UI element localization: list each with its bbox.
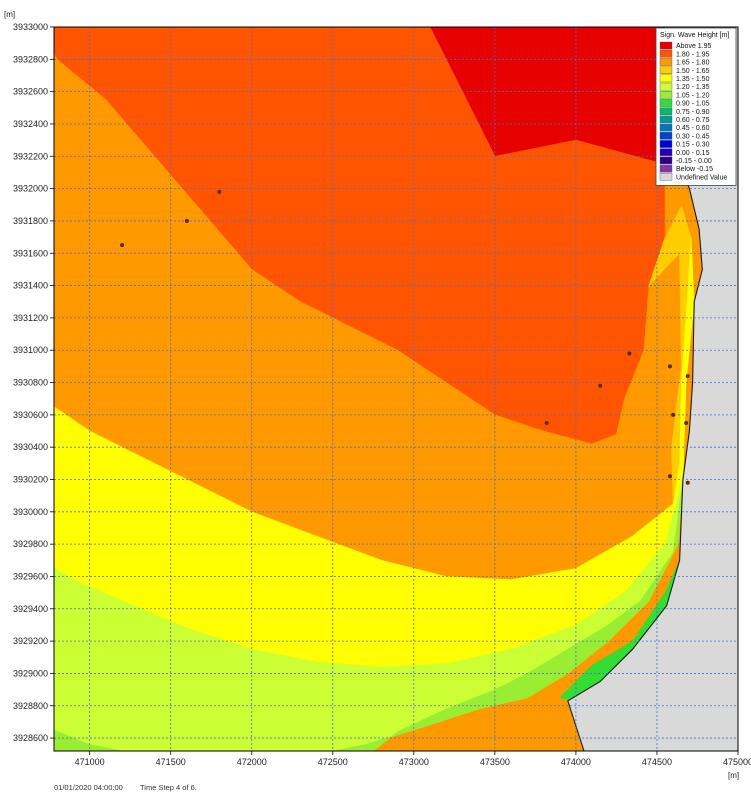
x-tick-label-474500: 474500 [642, 757, 672, 767]
y-tick-label-3929000: 3929000 [13, 668, 48, 678]
legend: Sign. Wave Height [m] Above 1.951.80 - 1.… [655, 27, 737, 186]
legend-swatch-4 [659, 74, 673, 83]
observation-point-3 [544, 420, 549, 425]
legend-swatch-1 [659, 50, 673, 58]
legend-label-10: 0.45 - 0.60 [676, 125, 710, 132]
y-tick-label-3931400: 3931400 [13, 281, 48, 291]
legend-swatch-9 [659, 115, 673, 124]
y-tick-label-3928600: 3928600 [13, 733, 48, 743]
observation-point-9 [684, 420, 689, 425]
plot-frame [53, 26, 739, 752]
legend-label-4: 1.35 - 1.50 [676, 76, 710, 83]
observation-point-6 [667, 364, 672, 369]
y-axis-unit: [m] [4, 10, 15, 19]
x-axis-ticks: 471000 471500 472000 472500 473000 473500 4740… [75, 751, 751, 767]
footer-time-step: Time Step 4 of 6. [140, 783, 197, 792]
legend-title: Sign. Wave Height [m] [660, 32, 729, 39]
x-tick-label-475000: 475000 [723, 757, 751, 767]
y-tick-label-3932800: 3932800 [13, 54, 48, 64]
legend-label-12: 0.15 - 0.30 [676, 142, 710, 149]
legend-label-3: 1.50 - 1.65 [676, 68, 710, 75]
y-tick-label-3928800: 3928800 [13, 701, 48, 711]
y-tick-label-3929400: 3929400 [13, 604, 48, 614]
x-tick-label-473500: 473500 [480, 757, 510, 767]
legend-label-15: Below -0.15 [676, 166, 713, 173]
legend-label-1: 1.80 - 1.95 [676, 51, 710, 58]
legend-swatch-11 [659, 131, 673, 140]
y-tick-label-3929200: 3929200 [13, 636, 48, 646]
y-tick-label-3930400: 3930400 [13, 442, 48, 452]
legend-swatch-13 [659, 148, 673, 157]
observation-point-7 [685, 374, 690, 379]
x-tick-label-471500: 471500 [156, 757, 186, 767]
legend-label-8: 0.75 - 0.90 [676, 109, 710, 116]
y-tick-label-3930000: 3930000 [13, 507, 48, 517]
legend-swatch-0 [659, 41, 673, 50]
legend-swatch-5 [659, 82, 673, 91]
y-tick-label-3930200: 3930200 [13, 475, 48, 485]
y-tick-label-3933000: 3933000 [13, 22, 48, 32]
legend-label-16: Undefined Value [676, 174, 727, 181]
legend-swatch-12 [659, 140, 673, 148]
x-tick-label-471000: 471000 [75, 757, 105, 767]
legend-label-7: 0.90 - 1.05 [676, 101, 710, 108]
y-tick-label-3929600: 3929600 [13, 571, 48, 581]
legend-swatch-6 [659, 90, 673, 99]
x-tick-label-474000: 474000 [561, 757, 591, 767]
y-tick-label-3930800: 3930800 [13, 378, 48, 388]
y-tick-label-3932200: 3932200 [13, 151, 48, 161]
footer-timestamp: 01/01/2020 04:00:00 [54, 783, 123, 792]
observation-point-0 [120, 243, 125, 248]
observation-point-10 [667, 474, 672, 479]
observation-point-8 [671, 412, 676, 417]
legend-label-11: 0.30 - 0.45 [676, 133, 710, 140]
x-axis-unit: [m] [728, 771, 739, 780]
legend-label-6: 1.05 - 1.20 [676, 92, 710, 99]
y-tick-label-3931000: 3931000 [13, 345, 48, 355]
observation-point-1 [184, 218, 189, 223]
observation-point-2 [217, 189, 222, 194]
legend-swatch-14 [659, 156, 673, 165]
observation-point-11 [685, 480, 690, 485]
observation-point-5 [627, 351, 632, 356]
contour-regions [54, 27, 738, 751]
x-tick-label-472500: 472500 [318, 757, 348, 767]
y-tick-label-3931600: 3931600 [13, 248, 48, 258]
legend-swatch-3 [659, 66, 673, 74]
observation-point-4 [598, 383, 603, 388]
observation-points [120, 189, 690, 485]
legend-swatch-8 [659, 107, 673, 115]
legend-label-0: Above 1.95 [676, 43, 712, 50]
y-axis-ticks: 3928600 3928800 3929000 3929200 3929400 39296… [13, 22, 54, 743]
legend-label-5: 1.20 - 1.35 [676, 84, 710, 91]
legend-swatch-16 [659, 172, 673, 181]
legend-swatch-2 [659, 58, 673, 66]
legend-swatch-15 [659, 164, 673, 173]
legend-swatch-7 [659, 99, 673, 107]
legend-label-2: 1.65 - 1.80 [676, 60, 710, 67]
y-tick-label-3930600: 3930600 [13, 410, 48, 420]
region-6 [54, 729, 123, 751]
legend-label-13: 0.00 - 0.15 [676, 150, 710, 157]
y-tick-label-3932600: 3932600 [13, 87, 48, 97]
y-tick-label-3931200: 3931200 [13, 313, 48, 323]
legend-label-14: -0.15 - 0.00 [676, 158, 712, 165]
legend-label-9: 0.60 - 0.75 [676, 117, 710, 124]
x-tick-label-472000: 472000 [237, 757, 267, 767]
y-tick-label-3932400: 3932400 [13, 119, 48, 129]
legend-swatch-10 [659, 123, 673, 132]
y-tick-label-3932000: 3932000 [13, 184, 48, 194]
y-tick-label-3929800: 3929800 [13, 539, 48, 549]
grid-lines [54, 27, 738, 751]
x-tick-label-473000: 473000 [399, 757, 429, 767]
y-tick-label-3931800: 3931800 [13, 216, 48, 226]
